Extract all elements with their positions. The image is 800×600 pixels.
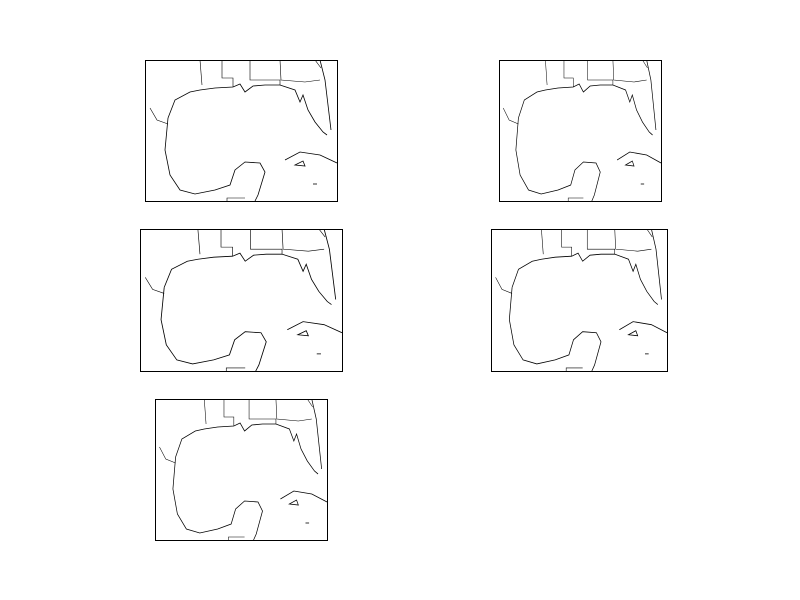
map-panel bbox=[155, 399, 328, 541]
map-panel bbox=[140, 229, 343, 372]
map-panel bbox=[491, 229, 668, 372]
map-panel bbox=[145, 60, 338, 202]
map-panel bbox=[499, 60, 662, 202]
